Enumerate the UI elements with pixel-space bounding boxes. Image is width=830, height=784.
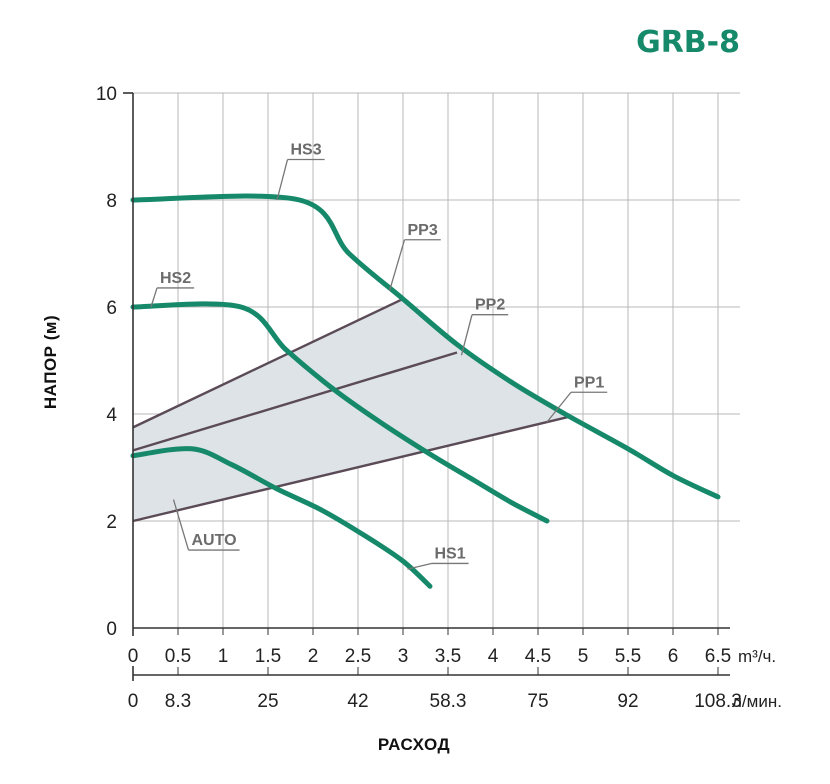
- callout-leader: [172, 499, 190, 551]
- y-axis-title: НАПОР (м): [41, 315, 60, 409]
- x2-tick-label: 108.3: [694, 691, 742, 712]
- y-tick-label: 6: [106, 298, 117, 319]
- callout-hs3: HS3: [291, 142, 322, 159]
- callout-pp2: PP2: [475, 297, 505, 314]
- callout-leader: [407, 562, 432, 570]
- x-tick-label: 2: [308, 646, 319, 667]
- x2-tick-label: 0: [128, 691, 139, 712]
- x2-tick-label: 42: [347, 691, 368, 712]
- x-tick-label: 4: [488, 646, 499, 667]
- x2-axis-unit: л/мин.: [732, 692, 782, 711]
- y-tick-label: 4: [106, 405, 117, 426]
- x2-tick-label: 92: [617, 691, 638, 712]
- x-tick-label: 1.5: [255, 646, 281, 667]
- callout-leader: [150, 287, 158, 308]
- callout-leader: [546, 391, 572, 423]
- series-hs3: [130, 193, 721, 500]
- x-tick-label: 0: [128, 646, 139, 667]
- x2-tick-label: 8.3: [165, 691, 191, 712]
- y-tick-label: 10: [96, 84, 117, 105]
- x-axis-title: РАСХОД: [378, 735, 450, 754]
- callout-pp1: PP1: [574, 374, 604, 391]
- y-tick-label: 8: [106, 191, 117, 212]
- callout-pp3: PP3: [408, 222, 438, 239]
- x-tick-label: 3.5: [435, 646, 461, 667]
- series-hs2: [130, 301, 550, 524]
- series-pp1: [132, 415, 570, 523]
- x-tick-label: 4.5: [525, 646, 551, 667]
- callout-leader: [388, 239, 406, 292]
- x-tick-label: 5: [578, 646, 589, 667]
- series-hs1: [130, 446, 433, 589]
- y-tick-label: 2: [106, 512, 117, 533]
- y-tick-label: 0: [106, 619, 117, 640]
- callout-leader: [460, 314, 473, 356]
- grid: [133, 92, 740, 628]
- series-layer: [130, 193, 721, 589]
- x-tick-label: 1: [218, 646, 229, 667]
- x-axis-unit: m³/ч.: [738, 647, 776, 666]
- x2-tick-label: 25: [257, 691, 278, 712]
- callout-auto: AUTO: [192, 532, 237, 549]
- auto-region: [133, 298, 570, 521]
- x-tick-label: 6.5: [705, 646, 731, 667]
- x-tick-label: 5.5: [615, 646, 641, 667]
- x-tick-label: 0.5: [165, 646, 191, 667]
- callout-leader: [276, 159, 289, 201]
- series-pp3: [132, 297, 404, 429]
- axes: 0 2 4 6 8 10 0 0.5 1 1.5 2 2.5 3 3.5 4 4.5 5 5.5 6 6.5 m³/ч.…: [96, 84, 782, 712]
- x2-tick-label: 75: [527, 691, 548, 712]
- x2-tick-label: 58.3: [430, 691, 467, 712]
- callout-hs2: HS2: [160, 270, 191, 287]
- chart-title: GRB-8: [636, 25, 740, 60]
- callouts: HS3 HS2 PP3 PP2 PP1 AUTO HS1: [150, 142, 608, 570]
- x-tick-label: 6: [668, 646, 679, 667]
- x-tick-label: 2.5: [345, 646, 371, 667]
- callout-hs1: HS1: [435, 545, 466, 562]
- series-pp2: [132, 351, 458, 452]
- x-tick-label: 3: [398, 646, 409, 667]
